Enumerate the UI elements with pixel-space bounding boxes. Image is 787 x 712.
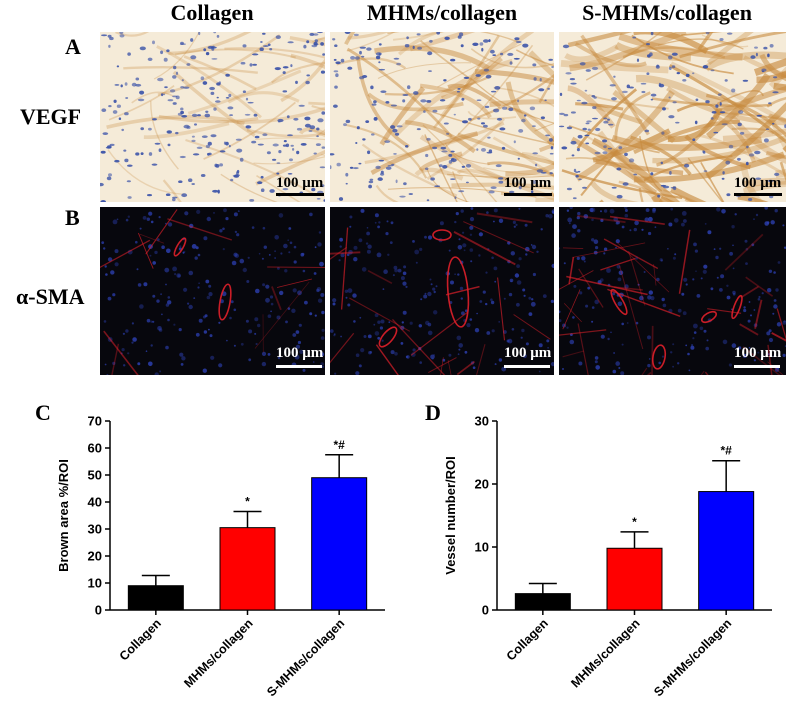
y-tick-label: 0 [95, 603, 102, 618]
bar [311, 477, 368, 611]
sma-micrograph-s-mhms-collagen [559, 207, 786, 375]
vegf-micrograph-s-mhms-collagen [559, 32, 786, 202]
panel-letter-c: C [35, 400, 51, 425]
bar [514, 593, 571, 611]
column-header-s-mhms-collagen: S-MHMs/collagen [582, 0, 752, 25]
significance-label: * [632, 515, 637, 529]
y-tick-label: 20 [475, 477, 489, 492]
column-header-mhms-collagen: MHMs/collagen [366, 0, 518, 25]
scale-bar-line [734, 193, 782, 196]
y-axis-label: Brown area %/ROI [56, 459, 71, 572]
significance-label: *# [720, 444, 732, 458]
x-tick-label: S-MHMs/collagen [651, 616, 734, 699]
column-header-collagen: Collagen [170, 0, 254, 25]
tissue-texture [559, 32, 786, 202]
bar [127, 585, 184, 611]
tissue-texture [330, 32, 554, 202]
vegf-micrograph-collagen [100, 32, 325, 202]
scale-bar-line [504, 193, 552, 196]
y-tick-label: 10 [88, 576, 102, 591]
significance-label: *# [333, 438, 345, 452]
scale-bar-line [276, 193, 324, 196]
y-tick-label: 70 [88, 414, 102, 429]
scale-bar-text: 100 μm [504, 345, 552, 361]
vegf-micrograph-mhms-collagen [330, 32, 554, 202]
row-label-alpha-sma: α-SMA [16, 284, 85, 309]
scale-bar-line [276, 365, 322, 368]
row-label-vegf: VEGF [20, 104, 82, 129]
y-tick-label: 0 [482, 603, 489, 618]
x-tick-label: Collagen [504, 616, 551, 663]
x-tick-label: MHMs/collagen [568, 616, 642, 690]
scale-bar-line [734, 365, 780, 368]
y-tick-label: 20 [88, 549, 102, 564]
panel-letter-a: A [65, 34, 81, 59]
sma-micrograph-mhms-collagen [330, 207, 554, 375]
fluorescence-texture [330, 207, 554, 375]
y-tick-label: 50 [88, 468, 102, 483]
bar [698, 491, 755, 611]
scale-bar-text: 100 μm [734, 345, 782, 361]
significance-label: * [245, 494, 250, 508]
bar [606, 547, 663, 611]
fluorescence-texture [559, 207, 786, 375]
tissue-texture [100, 32, 325, 202]
y-tick-label: 30 [88, 522, 102, 537]
y-tick-label: 40 [88, 495, 102, 510]
fluorescence-texture [100, 207, 325, 375]
bar [219, 527, 276, 611]
y-tick-label: 60 [88, 441, 102, 456]
panel-letter-b: B [65, 205, 80, 230]
scale-bar-text: 100 μm [276, 345, 324, 361]
scale-bar-text: 100 μm [504, 175, 552, 191]
y-tick-label: 10 [475, 540, 489, 555]
panel-letter-d: D [425, 400, 441, 425]
scale-bar-line [504, 365, 550, 368]
scale-bar-text: 100 μm [276, 175, 324, 191]
y-axis-label: Vessel number/ROI [443, 456, 458, 575]
y-tick-label: 30 [475, 414, 489, 429]
sma-micrograph-collagen [100, 207, 325, 375]
scale-bar-text: 100 μm [734, 175, 782, 191]
